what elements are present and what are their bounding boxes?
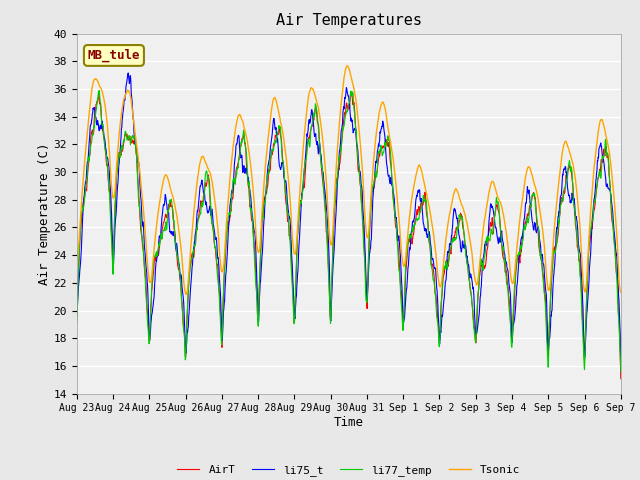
- Tsonic: [344, 63, 351, 69]
- Tsonic: [617, 290, 625, 296]
- li75_t: [553, 228, 561, 233]
- AirT: [194, 216, 202, 222]
- li75_t: [195, 205, 202, 211]
- li77_temp: [195, 218, 202, 224]
- li77_temp: [255, 297, 263, 302]
- Line: li77_temp: li77_temp: [77, 90, 621, 372]
- Line: Tsonic: Tsonic: [77, 66, 621, 294]
- Tsonic: [505, 253, 513, 259]
- li77_temp: [553, 242, 561, 248]
- li75_t: [255, 305, 263, 311]
- Title: Air Temperatures: Air Temperatures: [276, 13, 422, 28]
- li77_temp: [505, 298, 513, 303]
- AirT: [348, 89, 355, 95]
- li75_t: [181, 331, 189, 336]
- AirT: [434, 312, 442, 318]
- Line: li75_t: li75_t: [77, 73, 621, 361]
- Text: MB_tule: MB_tule: [88, 49, 140, 62]
- AirT: [255, 306, 262, 312]
- li77_temp: [95, 87, 103, 93]
- AirT: [553, 241, 561, 247]
- li77_temp: [181, 346, 189, 352]
- Tsonic: [434, 273, 442, 278]
- X-axis label: Time: Time: [334, 416, 364, 429]
- Tsonic: [255, 249, 263, 255]
- li75_t: [434, 294, 442, 300]
- Tsonic: [180, 285, 188, 291]
- Legend: AirT, li75_t, li77_temp, Tsonic: AirT, li75_t, li77_temp, Tsonic: [173, 460, 525, 480]
- Tsonic: [553, 197, 561, 203]
- Y-axis label: Air Temperature (C): Air Temperature (C): [38, 143, 51, 285]
- Tsonic: [182, 291, 190, 297]
- AirT: [617, 376, 625, 382]
- li75_t: [505, 274, 513, 279]
- li77_temp: [434, 319, 442, 325]
- AirT: [73, 311, 81, 316]
- AirT: [505, 292, 513, 298]
- li77_temp: [73, 320, 81, 325]
- AirT: [180, 333, 188, 339]
- Tsonic: [73, 254, 81, 260]
- Line: AirT: AirT: [77, 92, 621, 379]
- li75_t: [73, 311, 81, 317]
- li75_t: [124, 70, 132, 76]
- li77_temp: [617, 369, 625, 374]
- li75_t: [617, 358, 625, 364]
- Tsonic: [195, 171, 202, 177]
